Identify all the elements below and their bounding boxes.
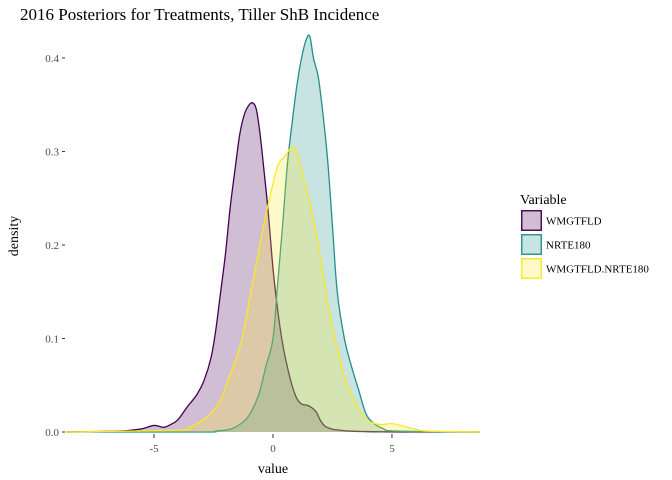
legend-key-background — [521, 210, 542, 231]
x-axis-title: value — [258, 462, 288, 477]
legend-key-background — [521, 234, 542, 255]
axes-layer: 0.0 0.1 0.2 0.3 0.4 -5 0 5 — [45, 53, 395, 455]
legend-label-wmgtfld: WMGTFLD — [546, 216, 602, 228]
legend-label-nrte180: NRTE180 — [546, 240, 591, 252]
legend-title: Variable — [520, 193, 567, 208]
y-axis-title: density — [7, 216, 22, 256]
y-tick-label: 0.0 — [45, 427, 59, 439]
x-tick-label: 0 — [270, 443, 276, 455]
legend-key-wmgtfld-nrte180 — [521, 258, 542, 279]
legend-key-nrte180 — [521, 234, 542, 255]
x-tick-label: -5 — [149, 443, 159, 455]
legend: Variable WMGTFLD NRTE180 WMGTFLD.NRTE180 — [520, 193, 649, 279]
y-tick-label: 0.1 — [45, 334, 59, 346]
density-line-wmgtfld — [65, 101, 481, 433]
density-line-wmgtfld-nrte180 — [65, 146, 481, 433]
density-area-nrte180 — [66, 35, 480, 432]
density-area-wmgtfld-nrte180 — [66, 146, 480, 432]
y-tick-label: 0.4 — [45, 53, 59, 65]
legend-key-background — [521, 258, 542, 279]
x-tick-label: 5 — [389, 443, 395, 455]
series-layer — [65, 34, 481, 433]
y-tick-label: 0.2 — [45, 240, 59, 252]
density-area-wmgtfld — [66, 102, 480, 433]
legend-label-wmgtfld-nrte180: WMGTFLD.NRTE180 — [546, 264, 649, 276]
chart-title: 2016 Posteriors for Treatments, Tiller S… — [20, 5, 379, 24]
y-tick-label: 0.3 — [45, 147, 59, 159]
density-line-nrte180 — [65, 34, 481, 433]
legend-key-wmgtfld — [521, 210, 542, 231]
